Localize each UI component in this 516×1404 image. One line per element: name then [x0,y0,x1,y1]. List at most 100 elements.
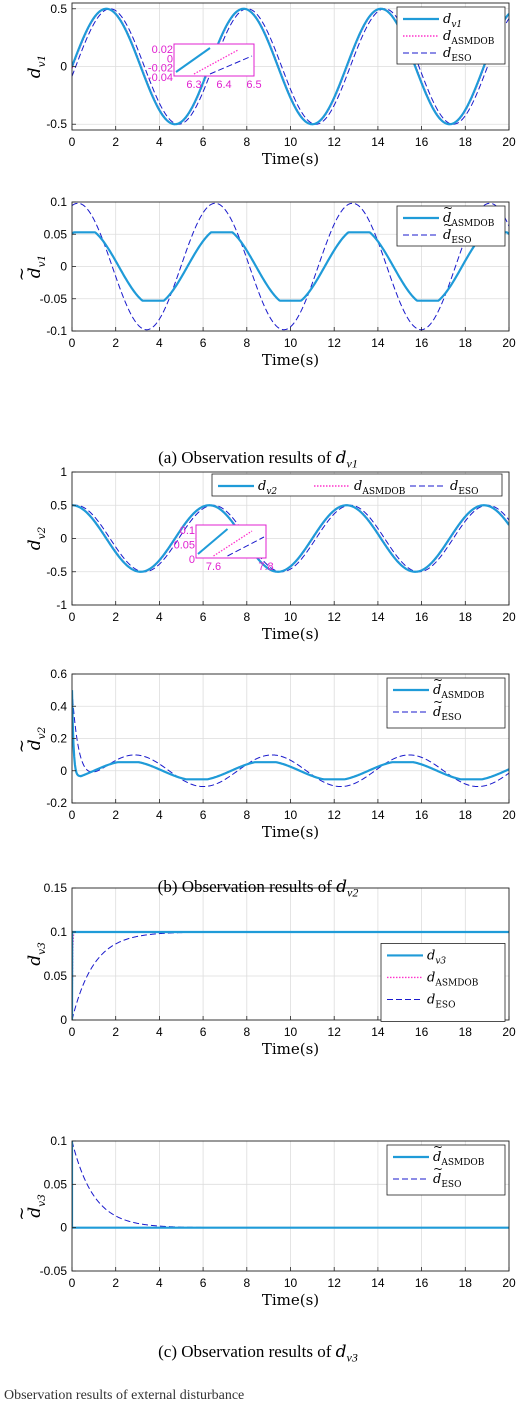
y-tick-label: 0.1 [50,1134,67,1148]
x-tick-label: 12 [328,610,342,624]
inset-y-tick-label: 0.02 [152,44,173,56]
zoom-inset: 6.3 6.4 6.5 0.020-0.02-0.04 [148,43,262,91]
inset-x-tick-label: 6.3 [186,79,201,91]
x-tick-label: 10 [284,135,298,149]
caption-text: Observation results of [181,448,336,467]
label-sub: v3 [36,942,48,955]
x-tick-label: 16 [415,135,429,149]
legend-base: d [433,1172,441,1187]
legend-sub: ESO [441,713,461,723]
x-tick-label: 8 [243,1025,250,1039]
x-tick-label: 0 [69,610,76,624]
x-tick-label: 6 [200,808,207,822]
y-axis-label-text: dv1 [25,255,48,279]
legend-box [211,473,503,497]
y-axis-label: dv3~ [12,1194,48,1221]
legend-label: dv2 [258,479,277,497]
inset-x-tick-label: 7.6 [206,561,221,573]
caption-prefix: (c) [158,1342,182,1361]
legend-sub: ASMDOB [440,691,484,701]
caption-a: (a) Observation results of dv1 [0,448,516,471]
x-tick-label: 0 [69,1276,76,1290]
y-axis-label-text: dv1 [25,55,48,79]
legend-base: d [450,479,458,494]
y-tick-label: 0.5 [50,498,67,512]
caption-text: Observation results of [181,1342,336,1361]
x-tick-label: 18 [459,808,473,822]
legend-label: dv1 [443,12,462,30]
legend-box [386,677,506,729]
label-sub: v3 [36,1194,48,1207]
legend-label: dASMDOB [443,29,495,47]
legend: dv2 dASMDOB dESO [211,473,503,497]
x-axis-label: Time(s) [262,1291,319,1309]
series-true-line [72,690,509,781]
inset-eso-line [209,55,253,75]
y-tick-label: 0.05 [44,1177,68,1191]
y-tick-label: 0 [60,1221,67,1235]
x-tick-label: 16 [415,808,429,822]
y-tick-label: 0 [60,1013,67,1027]
series-true-line [72,504,509,573]
x-axis-label: Time(s) [262,625,319,643]
plot-area [72,690,509,788]
y-tick-label: 1 [60,465,67,479]
x-tick-label: 16 [415,1276,429,1290]
x-tick-label: 12 [328,1276,342,1290]
x-tick-label: 6 [200,336,207,350]
legend-label: dASMDOB [427,970,479,988]
x-tick-label: 4 [156,1025,163,1039]
legend-box [396,205,506,247]
legend-sub: ASMDOB [450,219,494,229]
x-tick-label: 20 [502,1276,516,1290]
caption-prefix: (a) [158,448,182,467]
x-tick-label: 20 [502,336,516,350]
inset-eso-line [227,536,265,557]
caption-symbol: d [335,448,347,468]
label-sub: v1 [36,255,48,268]
y-axis-label-text: dv2 [25,526,48,550]
tilde-mark: ~ [12,267,32,281]
x-tick-label: 20 [502,610,516,624]
y-axis-label: dv3 [25,942,48,966]
legend-base: d [443,29,451,44]
legend-label: dASMDOB [443,211,495,229]
y-tick-label: 0.6 [50,667,67,681]
x-tick-label: 8 [243,808,250,822]
x-tick-label: 14 [371,1025,385,1039]
inset-y-tick-label: 0 [189,554,195,566]
x-axis-label: Time(s) [262,1040,319,1058]
caption-subscript: v3 [346,1350,358,1365]
y-tick-label: 0.05 [44,969,68,983]
x-tick-label: 12 [328,1025,342,1039]
x-tick-label: 4 [156,1276,163,1290]
x-tick-label: 14 [371,336,385,350]
legend-sub: ESO [458,487,478,497]
legend: dASMDOB~dESO~ [396,201,506,247]
y-axis-label-text: dv3 [25,1194,48,1218]
inset-x-tick-label: 6.5 [246,79,261,91]
inset-y-tick-label: 0.05 [174,540,195,552]
x-tick-label: 10 [284,1025,298,1039]
legend-base: d [433,683,441,698]
label-sub: v2 [36,726,48,739]
x-tick-label: 12 [328,336,342,350]
caption-symbol: d [335,1342,347,1362]
legend-tilde: ~ [443,201,453,215]
y-tick-label: 0.5 [50,2,67,16]
y-tick-label: 0.1 [50,925,67,939]
label-base: d [25,267,45,278]
label-sub: v1 [36,55,48,68]
chart-c2: 0 2 4 6 8 10 12 14 16 18 20-0.0500.050.1Time(s)dv3… [12,1134,516,1309]
legend-base: d [443,12,451,27]
legend-sub: ASMDOB [434,978,478,988]
y-tick-label: -0.5 [46,117,67,131]
x-tick-label: 10 [284,336,298,350]
x-tick-label: 8 [243,336,250,350]
plot-area [72,7,509,126]
label-base: d [25,67,45,78]
y-tick-label: 0 [60,764,67,778]
caption-symbol: d [336,877,348,897]
